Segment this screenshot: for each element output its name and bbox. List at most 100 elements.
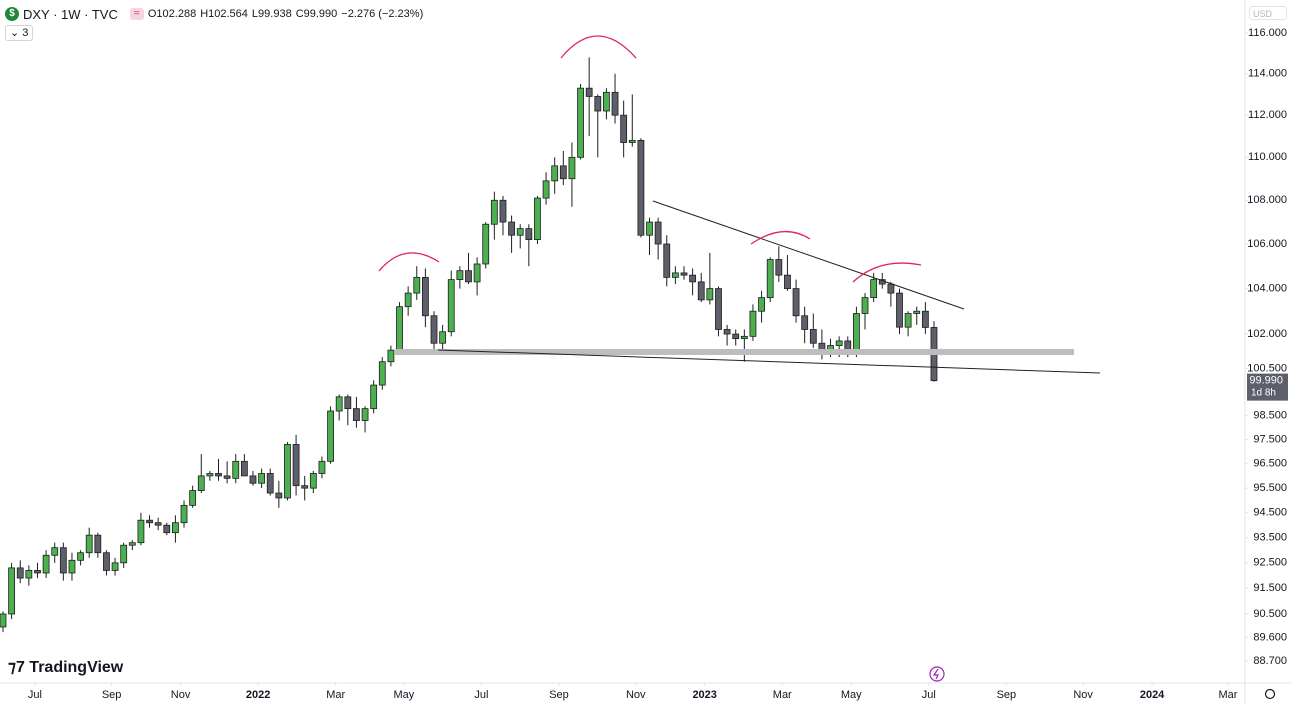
- candle-body: [749, 310, 757, 337]
- candle-body: [404, 292, 412, 308]
- x-tick-label: Jul: [922, 689, 936, 701]
- compare-icon[interactable]: ≈: [129, 8, 144, 20]
- pattern-arc: [750, 230, 811, 245]
- candle-body: [861, 297, 869, 314]
- brand-logo: ⁊7 TradingView: [8, 659, 124, 676]
- x-tick-label: Mar: [773, 689, 792, 701]
- candle-body: [103, 552, 110, 571]
- x-tick-label: 2022: [246, 689, 270, 701]
- x-tick-label: Jul: [474, 689, 488, 701]
- last-price-label: 99.990: [1249, 375, 1283, 387]
- candle-body: [577, 87, 584, 158]
- x-tick-label: May: [393, 689, 414, 701]
- x-tick-label: Sep: [997, 689, 1017, 701]
- candle-body: [327, 410, 334, 462]
- candle-body: [766, 259, 774, 299]
- candle-body: [809, 329, 817, 344]
- y-tick-label: 112.000: [1248, 109, 1287, 121]
- x-tick-label: Sep: [549, 689, 569, 701]
- candle-body: [335, 396, 343, 412]
- candle-body: [904, 313, 912, 328]
- ohlc-high: H102.564: [200, 8, 248, 20]
- candle-body: [654, 221, 662, 245]
- candle-body: [301, 485, 309, 489]
- x-tick-label: May: [841, 689, 862, 701]
- y-tick-label: 90.500: [1253, 608, 1287, 620]
- symbol-title[interactable]: DXY · 1W · TVC: [23, 6, 118, 22]
- settings-icon[interactable]: [1264, 688, 1276, 700]
- candle-body: [172, 522, 179, 534]
- x-tick-label: Nov: [171, 689, 191, 701]
- candle-body: [120, 544, 128, 564]
- indicators-count: 3: [22, 27, 29, 39]
- candle-body: [413, 276, 421, 294]
- candle-body: [154, 522, 162, 526]
- candle-body: [370, 384, 378, 410]
- last-price-box: [1247, 373, 1288, 401]
- candle-body: [689, 274, 697, 283]
- candle-body: [508, 221, 515, 236]
- candle-body: [715, 288, 722, 330]
- x-tick-label: Nov: [626, 689, 646, 701]
- x-tick-label: 2024: [1140, 689, 1165, 701]
- candle-body: [439, 331, 447, 344]
- candle-body: [706, 288, 714, 301]
- trendline: [437, 349, 1101, 374]
- x-tick-label: Mar: [326, 689, 345, 701]
- candle-body: [111, 562, 119, 571]
- candle-body: [516, 228, 524, 236]
- candle-body: [387, 349, 395, 363]
- candle-body: [309, 473, 317, 489]
- candle-body: [456, 270, 464, 281]
- candle-body: [784, 274, 791, 290]
- candle-body: [758, 297, 765, 312]
- candle-body: [835, 340, 843, 346]
- candle-body: [8, 567, 16, 615]
- candle-body: [801, 315, 809, 330]
- candle-body: [223, 475, 231, 479]
- candle-body: [275, 492, 283, 499]
- symbol-icon: $: [5, 7, 19, 21]
- y-tick-label: 104.000: [1247, 283, 1287, 295]
- brand-text: TradingView: [29, 659, 124, 676]
- y-tick-label: 102.000: [1247, 328, 1287, 340]
- candle-body: [59, 547, 67, 574]
- candle-body: [25, 570, 33, 579]
- currency-button[interactable]: USD: [1249, 6, 1287, 20]
- y-tick-label: 114.000: [1248, 68, 1287, 80]
- candle-body: [482, 223, 490, 265]
- y-tick-label: 100.500: [1247, 363, 1287, 375]
- y-tick-label: 97.500: [1253, 434, 1287, 446]
- ohlc-change: −2.276 (−2.23%): [341, 8, 424, 20]
- candle-body: [180, 504, 188, 524]
- event-icon[interactable]: [929, 666, 945, 682]
- candle-body: [740, 335, 748, 340]
- candle-body: [85, 534, 93, 554]
- indicators-toggle[interactable]: ⌄ 3: [5, 25, 34, 41]
- y-tick-label: 108.000: [1247, 194, 1287, 206]
- candle-body: [447, 279, 455, 333]
- y-tick-label: 93.500: [1253, 532, 1287, 544]
- candle-body: [620, 114, 628, 143]
- candle-body: [292, 444, 300, 487]
- candle-body: [421, 276, 429, 317]
- candle-body: [77, 552, 84, 561]
- candle-body: [534, 197, 541, 241]
- candle-body: [697, 281, 705, 301]
- candle-body: [853, 313, 860, 353]
- candle-body: [42, 554, 50, 574]
- pattern-arc: [378, 252, 440, 272]
- candle-body: [465, 270, 472, 283]
- candles: [0, 57, 938, 633]
- y-tick-label: 94.500: [1253, 507, 1287, 519]
- candle-body: [663, 243, 671, 278]
- y-tick-label: 98.500: [1253, 410, 1287, 422]
- x-tick-label: Sep: [102, 689, 122, 701]
- event-icon-bolt: [932, 668, 939, 680]
- candle-body: [232, 460, 240, 479]
- candle-body: [585, 87, 593, 97]
- candle-body: [896, 292, 903, 328]
